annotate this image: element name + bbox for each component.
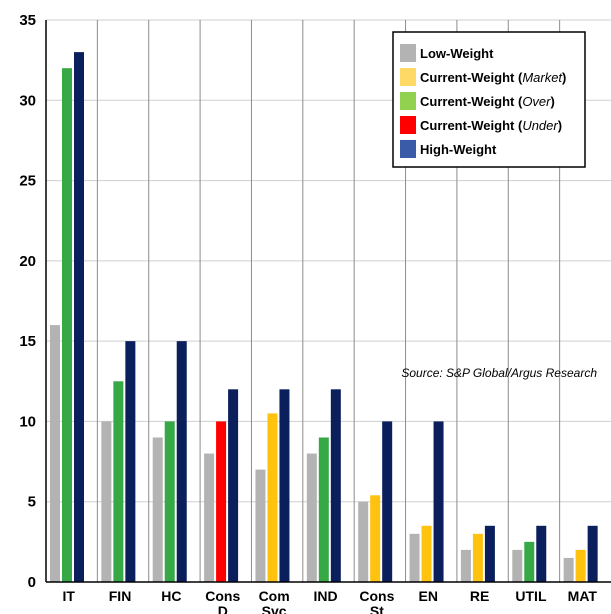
x-tick-label: MAT [568, 588, 598, 604]
bars [50, 52, 598, 583]
x-tick-label: HC [161, 588, 181, 604]
bar-current [62, 68, 72, 582]
bar-low [101, 421, 112, 582]
x-axis: IT FIN HC Cons D Com Svc IND Cons St EN RE UTIL MAT [46, 581, 611, 614]
y-tick-label: 10 [19, 413, 36, 430]
bar-current [164, 421, 175, 582]
bar-high [484, 525, 495, 582]
bar-high [382, 421, 393, 582]
bar-low [50, 325, 60, 582]
bar-low [152, 437, 163, 582]
y-tick-label: 25 [19, 173, 36, 190]
bar-current [318, 437, 329, 582]
x-tick-label: Com Svc [259, 588, 290, 614]
legend-swatch [400, 68, 416, 86]
x-tick-label: Cons St [359, 588, 394, 614]
bar-low [306, 453, 317, 582]
bar-low [563, 557, 574, 582]
legend-label: High-Weight [420, 142, 497, 157]
legend-swatch [400, 116, 416, 134]
bar-high [279, 389, 290, 582]
x-tick-label: IND [313, 588, 337, 604]
y-tick-label: 35 [19, 12, 36, 29]
bar-current [421, 525, 432, 582]
bar-low [409, 533, 420, 582]
y-tick-label: 5 [28, 494, 36, 511]
bar-low [255, 469, 266, 582]
legend-swatch [400, 140, 416, 158]
bar-high [125, 341, 136, 582]
x-tick-label: Cons D [205, 588, 240, 614]
legend-label: Current-Weight (Under) [420, 118, 562, 133]
bar-low [460, 549, 471, 582]
legend-label: Low-Weight [420, 46, 494, 61]
legend-swatch [400, 92, 416, 110]
bar-high [176, 341, 187, 582]
bar-current [524, 541, 535, 582]
bar-current [575, 549, 586, 582]
x-tick-label: RE [470, 588, 489, 604]
x-tick-label: UTIL [515, 588, 547, 604]
bar-current [370, 495, 381, 582]
bar-current [216, 421, 227, 582]
y-tick-label: 0 [28, 574, 36, 591]
bar-low [358, 501, 369, 582]
bar-low [204, 453, 215, 582]
bar-current [113, 381, 124, 582]
legend-label: Current-Weight (Over) [420, 94, 555, 109]
grid-lines [46, 19, 611, 582]
y-tick-label: 20 [19, 253, 36, 270]
bar-high [330, 389, 341, 582]
bar-high [536, 525, 547, 582]
bar-high [74, 52, 84, 583]
x-tick-label: IT [62, 588, 75, 604]
x-tick-label: FIN [109, 588, 132, 604]
legend-box [392, 31, 586, 168]
source-annotation: Source: S&P Global/Argus Research [401, 366, 597, 380]
bar-low [512, 549, 523, 582]
y-tick-label: 30 [19, 92, 36, 109]
x-tick-label: EN [419, 588, 438, 604]
y-axis: 0 5 10 15 20 25 30 35 [19, 12, 47, 591]
bar-high [587, 525, 598, 582]
y-tick-label: 15 [19, 333, 36, 350]
legend: Low-Weight Current-Weight (Market) Current… [392, 31, 586, 168]
legend-label: Current-Weight (Market) [420, 70, 566, 85]
bar-high [433, 421, 444, 582]
legend-swatch [400, 44, 416, 62]
bar-high [228, 389, 239, 582]
bar-current [267, 413, 278, 582]
bar-current [472, 533, 483, 582]
